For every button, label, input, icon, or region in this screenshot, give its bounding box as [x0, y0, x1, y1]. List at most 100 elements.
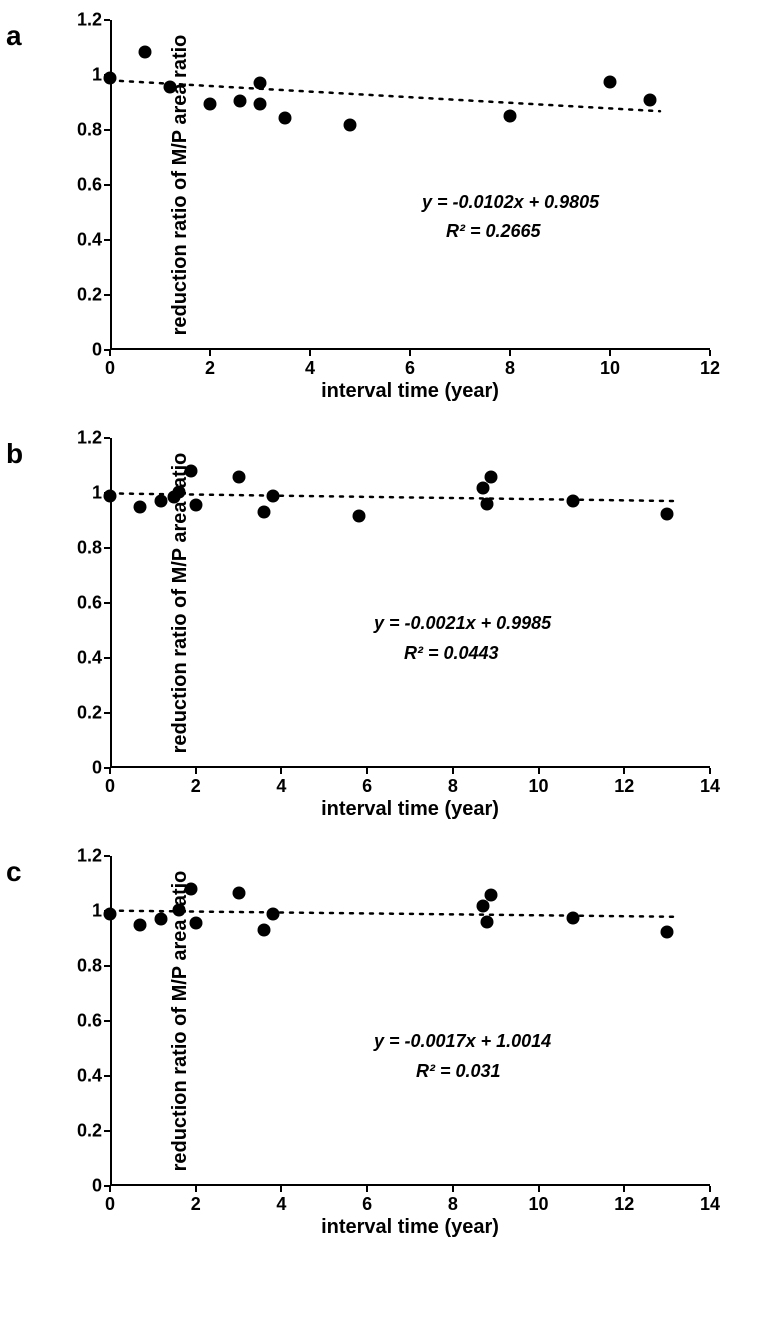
x-tick [366, 1186, 368, 1192]
x-tick [609, 350, 611, 356]
data-point [661, 925, 674, 938]
y-tick-label: 0.2 [77, 285, 102, 306]
x-tick-label: 2 [205, 358, 215, 379]
y-tick [104, 657, 110, 659]
x-tick-label: 8 [505, 358, 515, 379]
y-tick [104, 1020, 110, 1022]
x-tick [195, 768, 197, 774]
plot-area: 00.20.40.60.811.202468101214reduction ra… [110, 856, 710, 1186]
x-axis [110, 766, 710, 768]
x-tick [366, 768, 368, 774]
x-tick-label: 10 [529, 776, 549, 797]
trendline-svg [110, 438, 710, 768]
x-tick [209, 350, 211, 356]
y-tick-label: 0 [92, 1176, 102, 1197]
x-tick-label: 0 [105, 776, 115, 797]
panel-label: a [6, 20, 22, 52]
y-tick-label: 0 [92, 340, 102, 361]
y-axis-label: reduction ratio of M/P area ratio [169, 35, 192, 336]
y-tick-label: 0.4 [77, 648, 102, 669]
x-tick-label: 10 [529, 1194, 549, 1215]
y-tick [104, 184, 110, 186]
data-point [279, 111, 292, 124]
y-tick-label: 1 [92, 65, 102, 86]
equation-text: y = -0.0102x + 0.9805 [422, 192, 599, 213]
x-tick-label: 4 [276, 776, 286, 797]
y-tick-label: 0.4 [77, 230, 102, 251]
data-point [155, 913, 168, 926]
data-point [172, 485, 185, 498]
x-tick-label: 12 [614, 1194, 634, 1215]
trendline [110, 911, 676, 917]
x-tick [709, 1186, 711, 1192]
data-point [164, 81, 177, 94]
x-tick-label: 4 [276, 1194, 286, 1215]
r-squared-text: R² = 0.0443 [404, 643, 499, 664]
data-point [155, 495, 168, 508]
y-tick [104, 239, 110, 241]
data-point [266, 907, 279, 920]
data-point [258, 506, 271, 519]
x-tick [309, 350, 311, 356]
plot-area: 00.20.40.60.811.202468101214reduction ra… [110, 438, 710, 768]
panel-b: b 00.20.40.60.811.202468101214reduction r… [0, 438, 778, 838]
x-tick [509, 350, 511, 356]
panel-a: a 00.20.40.60.811.2024681012reduction rat… [0, 20, 778, 420]
y-tick-label: 0 [92, 758, 102, 779]
x-tick-label: 6 [405, 358, 415, 379]
data-point [266, 489, 279, 502]
y-tick [104, 1130, 110, 1132]
x-tick [409, 350, 411, 356]
y-tick-label: 1 [92, 483, 102, 504]
y-tick [104, 712, 110, 714]
x-tick-label: 2 [191, 1194, 201, 1215]
y-tick-label: 1.2 [77, 10, 102, 31]
x-axis [110, 1184, 710, 1186]
x-tick-label: 0 [105, 358, 115, 379]
data-point [258, 924, 271, 937]
y-tick [104, 1075, 110, 1077]
data-point [344, 118, 357, 131]
x-tick-label: 2 [191, 776, 201, 797]
data-point [481, 498, 494, 511]
x-tick [709, 768, 711, 774]
y-tick-label: 0.6 [77, 593, 102, 614]
plot-area: 00.20.40.60.811.2024681012reduction rati… [110, 20, 710, 350]
data-point [661, 507, 674, 520]
x-tick [280, 768, 282, 774]
data-point [232, 887, 245, 900]
y-tick-label: 1.2 [77, 846, 102, 867]
x-axis-label: interval time (year) [321, 380, 499, 403]
x-tick [195, 1186, 197, 1192]
data-point [485, 470, 498, 483]
y-tick-label: 1.2 [77, 428, 102, 449]
y-tick [104, 965, 110, 967]
x-tick [538, 1186, 540, 1192]
x-tick [623, 1186, 625, 1192]
panel-label: b [6, 438, 23, 470]
data-point [104, 71, 117, 84]
data-point [566, 495, 579, 508]
data-point [476, 899, 489, 912]
x-tick [709, 350, 711, 356]
x-axis-label: interval time (year) [321, 798, 499, 821]
trendline [110, 80, 660, 111]
y-tick-label: 0.8 [77, 956, 102, 977]
data-point [139, 45, 152, 58]
y-tick-label: 0.8 [77, 538, 102, 559]
equation-text: y = -0.0017x + 1.0014 [374, 1031, 551, 1052]
x-tick [452, 768, 454, 774]
data-point [485, 888, 498, 901]
r-squared-text: R² = 0.2665 [446, 221, 541, 242]
y-tick [104, 294, 110, 296]
y-axis [110, 20, 112, 350]
data-point [104, 489, 117, 502]
trendline-svg [110, 856, 710, 1186]
x-tick [109, 768, 111, 774]
data-point [504, 110, 517, 123]
x-tick-label: 10 [600, 358, 620, 379]
y-tick [104, 19, 110, 21]
y-tick [104, 602, 110, 604]
y-tick-label: 0.2 [77, 1121, 102, 1142]
equation-text: y = -0.0021x + 0.9985 [374, 613, 551, 634]
